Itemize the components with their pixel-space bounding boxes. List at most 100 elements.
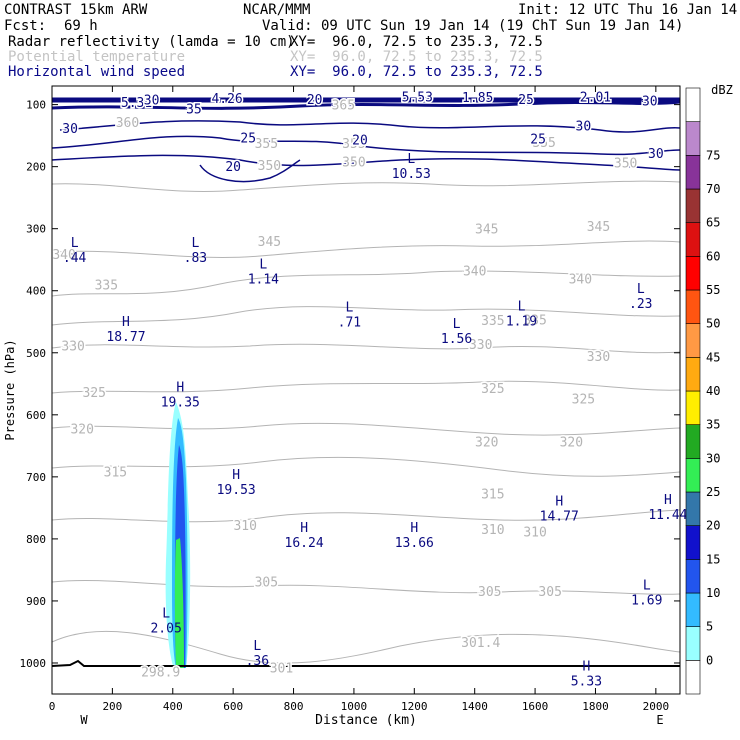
theta-contour-label: 305 <box>538 585 561 600</box>
theta-contour-label: 335 <box>481 314 504 329</box>
extremum-marker: L <box>518 299 526 314</box>
theta-contour-label: 330 <box>469 338 492 353</box>
colorbar-unit: dBZ <box>711 83 733 97</box>
colorbar-tick-label: 10 <box>706 586 720 600</box>
field-reflectivity-xy: XY= 96.0, 72.5 to 235.3, 72.5 <box>290 34 543 50</box>
field-wind-name: Horizontal wind speed <box>8 64 186 80</box>
extremum-value: 19.53 <box>217 483 256 498</box>
field-theta-xy: XY= 96.0, 72.5 to 235.3, 72.5 <box>290 49 543 65</box>
x-tick-label: 800 <box>284 700 304 713</box>
colorbar-swatch <box>685 626 701 661</box>
wind-contour-label: 20 <box>307 93 323 108</box>
y-tick-label: 200 <box>26 161 46 174</box>
colorbar-tick-label: 50 <box>706 317 720 331</box>
y-axis: 100 200 300 400 500 600 700 800 900 1000 <box>20 99 680 670</box>
wind-contour-label: 35 <box>186 102 202 117</box>
extremum-value: 1.56 <box>441 332 472 347</box>
extremum-marker: L <box>643 579 651 594</box>
theta-contour-label: 325 <box>572 393 595 408</box>
extremum-marker: H <box>232 468 240 483</box>
extremum-marker: L <box>191 236 199 251</box>
org-label: NCAR/MMM <box>243 2 311 18</box>
colorbar-tick-label: 40 <box>706 384 720 398</box>
extremum-marker: L <box>345 301 353 316</box>
y-tick-label: 1000 <box>20 657 47 670</box>
theta-contour-label: 350 <box>258 159 281 174</box>
colorbar-tick-label: 25 <box>706 485 720 499</box>
theta-contour-label: 340 <box>52 248 75 263</box>
y-tick-label: 300 <box>26 223 46 236</box>
wind-contour-label: 30 <box>576 120 592 135</box>
theta-contour-label: 340 <box>463 264 486 279</box>
y-tick-label: 100 <box>26 99 46 112</box>
east-end-label: E <box>656 713 663 727</box>
extremum-value: 1.19 <box>506 314 537 329</box>
x-tick-label: 1800 <box>582 700 609 713</box>
wind-contour-label: 25 <box>518 93 534 108</box>
theta-contour-label: 355 <box>532 136 555 151</box>
terrain-line <box>51 659 680 667</box>
field-theta-name: Potential temperature <box>8 49 186 65</box>
theta-contour-label: 320 <box>70 422 93 437</box>
theta-contour-label: 301.4 <box>461 636 500 651</box>
extremum-marker: L <box>453 317 461 332</box>
extremum-value: 13.66 <box>395 536 434 551</box>
extremum-value: .71 <box>338 316 361 331</box>
theta-contour-label: 325 <box>481 382 504 397</box>
colorbar-swatch <box>685 592 701 627</box>
colorbar-tick-label: 20 <box>706 519 720 533</box>
colorbar-tick-label: 65 <box>706 216 720 230</box>
extremum-value: 1.69 <box>631 594 662 609</box>
colorbar-swatch <box>685 121 701 156</box>
y-axis-label: Pressure (hPa) <box>3 339 17 440</box>
colorbar-tick-label: 70 <box>706 182 720 196</box>
theta-contour-label: 310 <box>481 523 504 538</box>
y-tick-label: 900 <box>26 595 46 608</box>
theta-contour-label: 335 <box>95 279 118 294</box>
extremum-marker: H <box>582 659 590 674</box>
colorbar-swatch <box>685 491 701 526</box>
theta-contour-label: 310 <box>523 525 546 540</box>
theta-contour-label: 355 <box>342 137 365 152</box>
colorbar-tick-label: 45 <box>706 350 720 364</box>
wind-contour-label: 2.01 <box>580 91 611 106</box>
y-tick-label: 700 <box>26 471 46 484</box>
wind-contour-label: 30 <box>642 94 658 109</box>
forecast-label: Fcst: <box>4 18 47 34</box>
model-title: CONTRAST 15km ARW <box>4 2 148 18</box>
theta-contour-label: 320 <box>475 435 498 450</box>
extremum-marker: H <box>555 494 563 509</box>
extremum-marker: L <box>71 236 79 251</box>
theta-contour-label: 365 <box>332 99 355 114</box>
colorbar-swatch <box>685 390 701 425</box>
theta-contour-label: 301 <box>270 661 293 676</box>
theta-contour-label: 305 <box>255 576 278 591</box>
theta-label-layer: 360 365 355 355 355 350 350 350 345 345 345 340 340 3… <box>51 97 639 682</box>
wind-contour-label: 5.53 <box>402 91 433 106</box>
theta-contour-label: 305 <box>478 585 501 600</box>
colorbar-swatch <box>685 222 701 257</box>
colorbar-tick-label: 0 <box>706 653 713 667</box>
wind-contour-label: 30 <box>144 94 160 109</box>
extremum-marker: L <box>259 257 267 272</box>
x-axis-label: Distance (km) <box>315 713 417 728</box>
colorbar-tick-label: 15 <box>706 552 720 566</box>
theta-contour-label: 330 <box>61 339 84 354</box>
x-tick-label: 1000 <box>341 700 368 713</box>
x-tick-label: 0 <box>49 700 56 713</box>
wind-contour-label: 20 <box>352 133 368 148</box>
extremum-value: 14.77 <box>540 509 579 524</box>
extremum-marker: H <box>122 315 130 330</box>
extremum-marker: L <box>637 282 645 297</box>
extremum-marker: L <box>253 639 261 654</box>
y-tick-label: 500 <box>26 347 46 360</box>
y-tick-label: 600 <box>26 409 46 422</box>
plot-frame <box>51 85 681 695</box>
extremum-marker: H <box>176 381 184 396</box>
theta-contour-label: 315 <box>481 488 504 503</box>
reflectivity-shading <box>165 402 191 668</box>
extremum-value: 18.77 <box>106 330 145 345</box>
colorbar-swatch <box>685 424 701 459</box>
